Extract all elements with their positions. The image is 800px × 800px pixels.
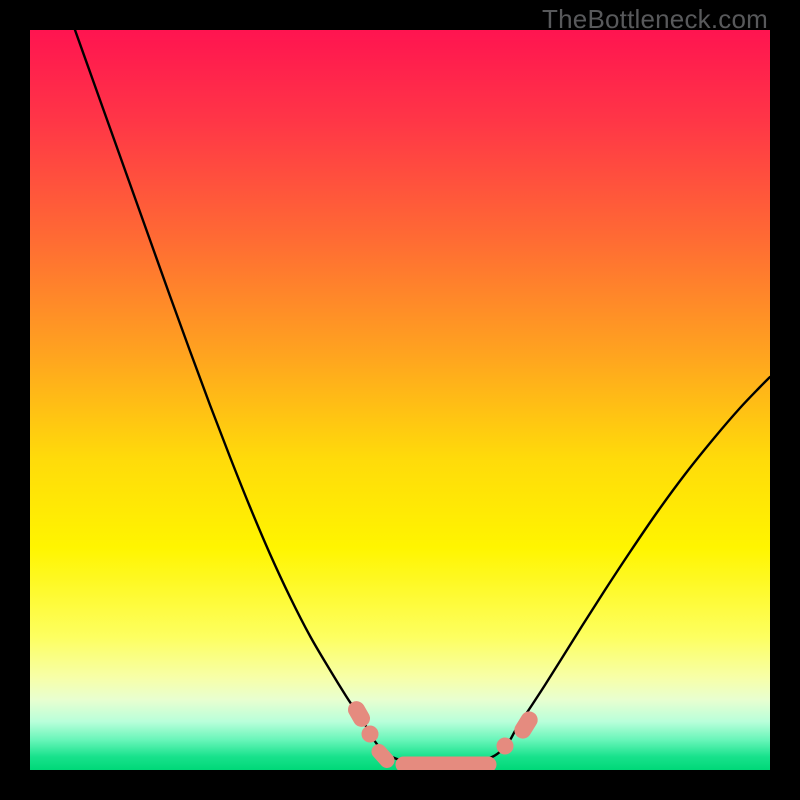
chart-frame: TheBottleneck.com: [0, 0, 800, 800]
bottleneck-curve-plot: [30, 30, 770, 770]
highlight-marker: [497, 738, 513, 754]
plot-background: [30, 30, 770, 770]
watermark-text: TheBottleneck.com: [542, 4, 768, 35]
highlight-marker: [396, 757, 496, 770]
highlight-marker: [362, 726, 378, 742]
